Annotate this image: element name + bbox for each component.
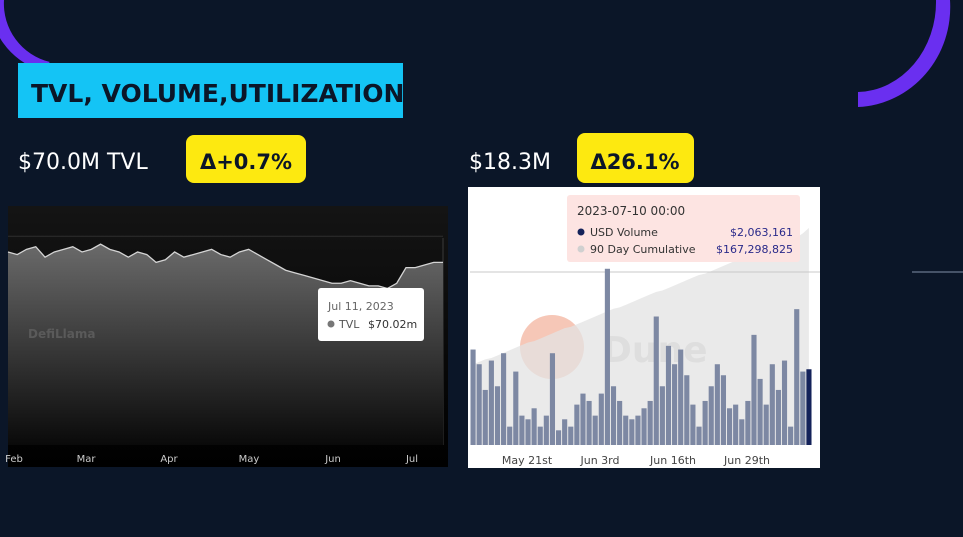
line <box>7 243 444 290</box>
bar <box>800 371 806 445</box>
tooltip-value: $70.02m <box>368 318 417 331</box>
watermark: DefiLlama <box>28 327 95 341</box>
bar <box>494 386 501 445</box>
bar <box>720 375 727 445</box>
x-tick-label: May 21st <box>502 454 553 467</box>
bar <box>604 268 610 445</box>
bar <box>623 415 629 445</box>
bar <box>617 400 623 445</box>
bar <box>592 415 598 445</box>
tooltip-dot <box>577 228 585 236</box>
tooltip <box>567 195 800 262</box>
x-tick-label: Jun 16th <box>649 454 696 467</box>
bar <box>555 430 562 445</box>
bar <box>806 369 812 445</box>
tooltip <box>318 288 424 341</box>
change: Δ+0.7% <box>200 150 292 174</box>
bar <box>543 415 549 445</box>
bar <box>726 408 733 445</box>
decor-arc <box>858 0 951 107</box>
bar <box>763 404 769 445</box>
decor-arc <box>0 0 50 70</box>
x-tick-label: Jun 29th <box>723 454 770 467</box>
bar <box>788 426 794 445</box>
bar <box>641 408 647 445</box>
tooltip-value: $2,063,161 <box>730 226 793 239</box>
bar <box>659 386 665 445</box>
x-tick-label: Jun 3rd <box>580 454 620 467</box>
bar <box>702 400 708 445</box>
badge <box>577 133 694 183</box>
chart-tvl: DefiLlama Feb Mar Apr May Jun Jul Jul 11, 2023 T… <box>5 235 444 465</box>
x-tick-label: Feb <box>5 454 23 465</box>
bar <box>549 353 556 445</box>
bar <box>537 426 543 445</box>
headline: $70.0M TVL <box>18 150 148 175</box>
title-box <box>18 63 403 118</box>
bar <box>488 360 494 445</box>
bar <box>684 375 690 445</box>
tooltip-label: USD Volume <box>590 226 658 239</box>
bar <box>769 364 775 445</box>
bar <box>745 400 751 445</box>
bar <box>629 419 635 445</box>
tooltip-dot <box>327 320 335 328</box>
x-tick-label: Apr <box>160 454 178 465</box>
x-tick-label: Jul <box>405 454 418 465</box>
bar <box>574 404 580 445</box>
change: Δ26.1% <box>590 150 679 174</box>
bar <box>781 360 788 445</box>
bar <box>476 364 482 445</box>
bar <box>586 400 592 445</box>
x-tick-label: Mar <box>77 454 97 465</box>
bar <box>598 393 604 445</box>
bar <box>568 426 574 445</box>
bar <box>733 404 739 445</box>
bar <box>714 364 720 445</box>
bar <box>482 389 488 445</box>
bar <box>794 309 800 445</box>
bar <box>470 349 476 445</box>
tooltip-label: 90 Day Cumulative <box>590 243 696 256</box>
bar <box>562 419 568 445</box>
bar <box>751 334 757 445</box>
bar <box>757 378 763 445</box>
bar <box>610 386 617 445</box>
x-tick-label: Jun <box>324 454 341 465</box>
bar <box>696 426 702 445</box>
bar <box>672 364 678 445</box>
bar <box>647 400 653 445</box>
badge <box>186 135 306 183</box>
bar <box>690 404 696 445</box>
bar <box>580 393 586 445</box>
tooltip-label: TVL <box>338 318 360 331</box>
bar <box>678 349 684 445</box>
bar <box>775 389 781 445</box>
bar <box>501 353 507 445</box>
headline: $18.3M <box>469 150 551 175</box>
bar <box>665 345 672 445</box>
bar <box>739 419 745 445</box>
bar <box>513 371 519 445</box>
bar <box>635 415 641 445</box>
bar <box>708 386 714 445</box>
bar <box>507 426 513 445</box>
tooltip-date: Jul 11, 2023 <box>327 300 394 313</box>
x-tick-label: May <box>239 454 260 465</box>
bar <box>519 415 525 445</box>
tooltip-dot <box>577 245 585 253</box>
bar <box>653 316 659 445</box>
bar <box>525 419 531 445</box>
slide-title: TVL, VOLUME,UTILIZATION <box>31 79 404 108</box>
bar <box>531 408 537 445</box>
tooltip-value: $167,298,825 <box>716 243 793 256</box>
tooltip-date: 2023-07-10 00:00 <box>577 204 685 218</box>
